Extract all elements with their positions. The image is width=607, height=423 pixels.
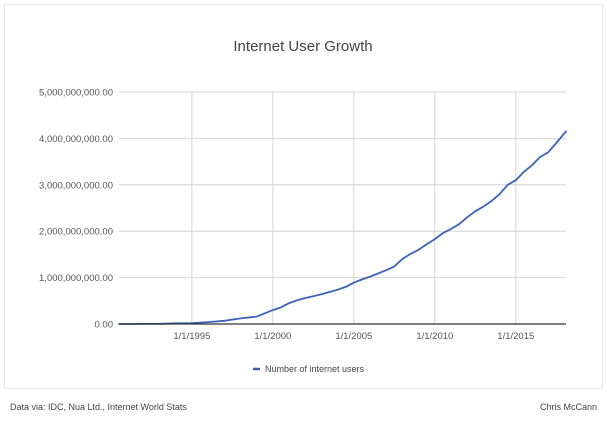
x-tick-label: 1/1/2000 xyxy=(254,331,291,342)
y-axis-labels: 0.00 1,000,000,000.00 2,000,000,000.00 3,00… xyxy=(39,88,113,331)
y-tick-label: 2,000,000,000.00 xyxy=(39,227,113,238)
data-source-note: Data via: IDC, Nua Ltd., Internet World … xyxy=(10,402,187,412)
series-layer xyxy=(118,130,567,325)
x-tick-label: 1/1/2005 xyxy=(335,331,372,342)
y-tick-label: 3,000,000,000.00 xyxy=(39,180,113,191)
legend: Number of internet users xyxy=(253,364,365,374)
x-tick-label: 1/1/1995 xyxy=(173,331,210,342)
x-axis-labels: 1/1/1995 1/1/2000 1/1/2005 1/1/2010 1/1/2015 xyxy=(173,331,534,342)
y-tick-label: 1,000,000,000.00 xyxy=(39,273,113,284)
chart-title: Internet User Growth xyxy=(233,38,372,55)
y-tick-label: 5,000,000,000.00 xyxy=(39,88,113,99)
legend-label: Number of internet users xyxy=(265,364,365,374)
x-tick-label: 1/1/2010 xyxy=(416,331,453,342)
gridlines xyxy=(119,91,566,324)
author-credit: Chris McCann xyxy=(539,402,597,412)
y-tick-label: 4,000,000,000.00 xyxy=(39,134,113,145)
y-tick-label: 0.00 xyxy=(95,320,114,331)
footer: Data via: IDC, Nua Ltd., Internet World … xyxy=(10,402,597,412)
x-tick-label: 1/1/2015 xyxy=(497,331,534,342)
series-line-internet-users xyxy=(118,130,567,325)
chart-panel xyxy=(4,4,603,389)
